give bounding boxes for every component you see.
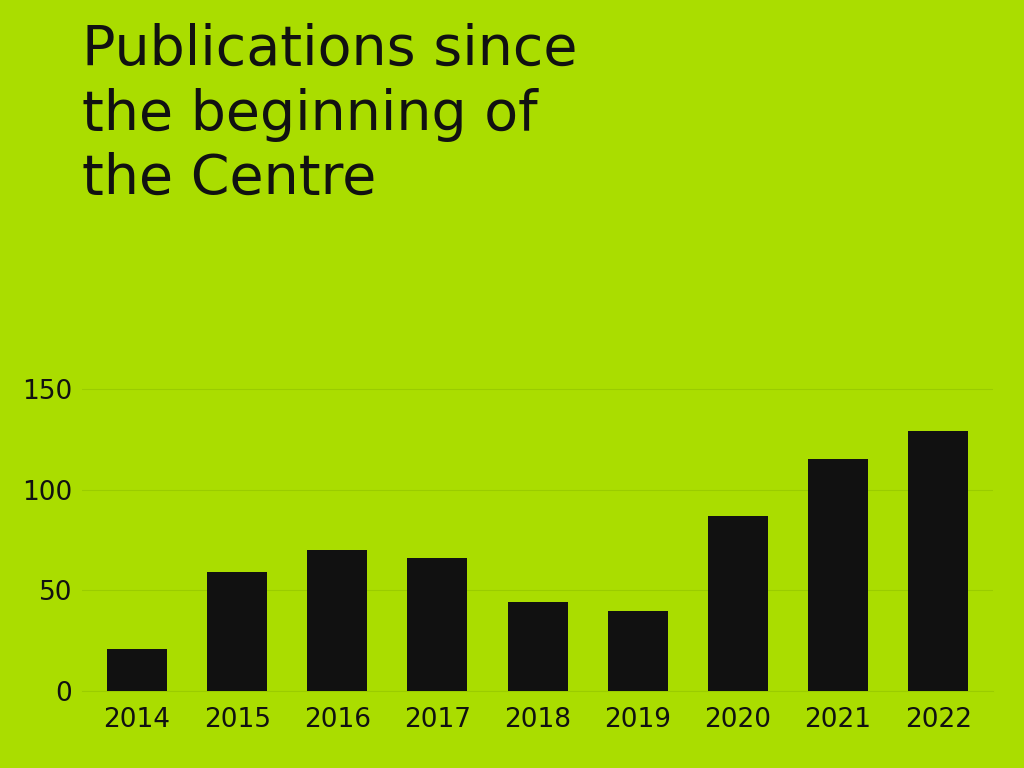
Bar bbox=[908, 431, 969, 691]
Text: Publications since
the beginning of
the Centre: Publications since the beginning of the … bbox=[82, 23, 578, 206]
Bar bbox=[408, 558, 468, 691]
Bar bbox=[808, 459, 868, 691]
Bar bbox=[607, 611, 668, 691]
Bar bbox=[307, 550, 368, 691]
Bar bbox=[708, 516, 768, 691]
Bar bbox=[207, 572, 267, 691]
Bar bbox=[106, 649, 167, 691]
Bar bbox=[508, 602, 567, 691]
